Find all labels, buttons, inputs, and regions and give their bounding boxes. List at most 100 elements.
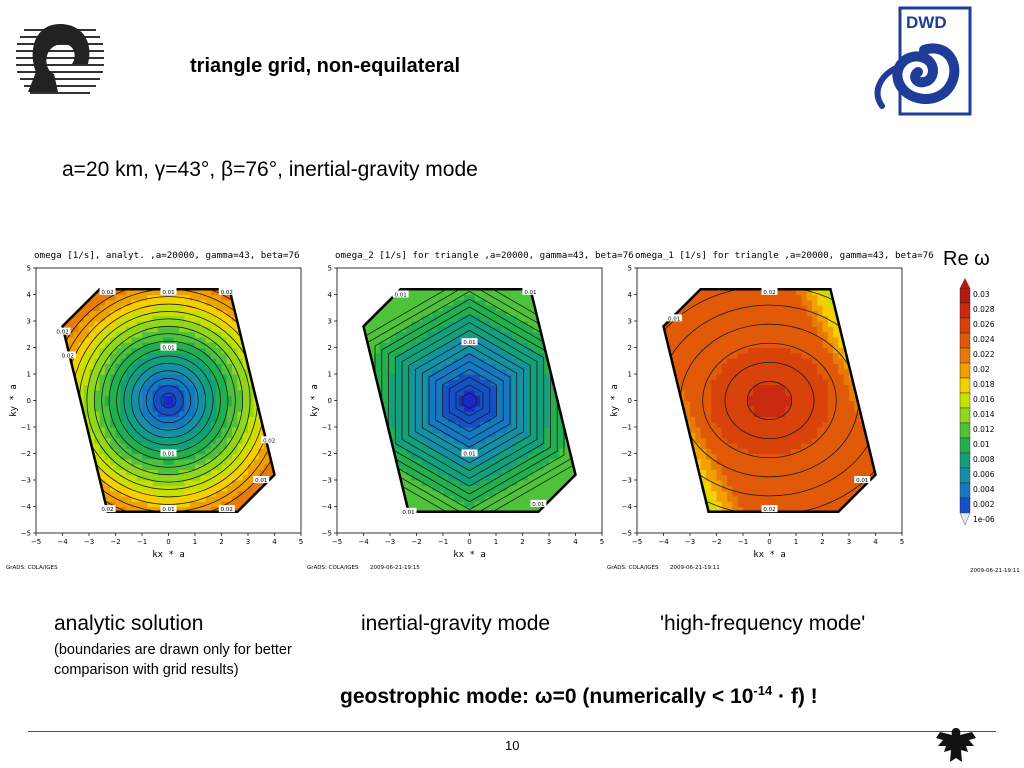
field-cell — [448, 268, 454, 274]
field-cell — [200, 342, 207, 349]
field-cell — [469, 384, 476, 391]
field-cell — [232, 442, 238, 449]
field-cell — [379, 389, 386, 396]
field-cell — [496, 469, 502, 476]
field-cell — [427, 490, 433, 497]
field-cell — [368, 453, 375, 460]
field-cell — [189, 368, 196, 375]
field-cell — [363, 305, 370, 311]
field-cell — [136, 379, 143, 386]
field-cell — [400, 379, 407, 386]
field-cell — [280, 310, 286, 316]
field-cell — [485, 342, 492, 349]
field-cell — [120, 326, 127, 333]
field-cell — [89, 389, 95, 396]
field-cell — [210, 506, 217, 512]
field-cell — [458, 389, 465, 396]
field-cell — [506, 363, 513, 370]
field-cell — [263, 342, 270, 349]
field-cell — [142, 485, 148, 492]
field-cell — [506, 474, 513, 481]
field-cell — [285, 469, 291, 475]
field-cell — [258, 427, 265, 433]
field-cell — [263, 421, 270, 428]
field-cell — [221, 405, 228, 412]
field-cell — [104, 321, 111, 327]
field-cell — [506, 448, 513, 455]
field-cell — [437, 384, 444, 391]
field-cell — [411, 347, 418, 354]
field-cell — [52, 342, 58, 348]
field-cell — [421, 294, 428, 301]
field-cell — [432, 358, 439, 364]
field-cell — [275, 379, 281, 385]
field-cell — [496, 400, 502, 407]
field-cell — [395, 305, 402, 311]
field-cell — [448, 506, 455, 512]
field-cell — [158, 279, 164, 285]
field-cell — [269, 374, 275, 380]
field-cell — [62, 448, 64, 455]
field-cell — [522, 326, 529, 333]
field-cell — [110, 522, 116, 528]
field-cell — [253, 501, 260, 508]
field-cell — [205, 299, 212, 306]
field-cell — [126, 358, 132, 364]
field-cell — [200, 368, 207, 375]
field-cell — [258, 384, 265, 391]
field-cell — [189, 321, 196, 327]
field-cell — [131, 405, 138, 412]
field-cell — [586, 332, 592, 338]
field-cell — [47, 438, 53, 444]
field-cell — [549, 310, 555, 317]
field-cell — [221, 358, 228, 364]
field-cell — [89, 517, 95, 523]
field-cell — [190, 279, 196, 285]
field-cell — [248, 506, 254, 512]
field-cell — [94, 485, 101, 492]
field-cell — [576, 512, 582, 518]
field-cell — [269, 347, 275, 354]
field-cell — [581, 422, 587, 428]
field-cell — [47, 517, 53, 523]
field-cell — [384, 395, 391, 402]
field-cell — [453, 289, 460, 296]
field-cell — [448, 294, 455, 301]
field-cell — [422, 273, 428, 279]
field-cell — [258, 299, 265, 306]
field-cell — [258, 389, 265, 396]
field-cell — [390, 517, 396, 523]
field-cell — [168, 480, 175, 486]
field-cell — [237, 289, 244, 290]
field-cell — [342, 358, 348, 364]
field-cell — [62, 442, 69, 449]
field-cell — [538, 464, 545, 470]
field-cell — [511, 405, 518, 412]
field-cell — [559, 506, 566, 512]
field-cell — [269, 352, 275, 359]
field-cell — [184, 474, 191, 481]
field-cell — [41, 512, 47, 518]
field-cell — [576, 326, 582, 332]
field-cell — [67, 400, 74, 407]
field-cell — [559, 495, 566, 502]
field-cell — [62, 299, 69, 306]
field-cell — [411, 427, 418, 433]
field-cell — [491, 517, 497, 523]
field-cell — [464, 501, 471, 508]
field-cell — [110, 517, 116, 523]
field-cell — [41, 321, 47, 327]
field-cell — [232, 363, 238, 370]
field-cell — [443, 389, 449, 396]
field-cell — [581, 401, 587, 407]
field-cell — [73, 326, 79, 333]
field-cell — [152, 506, 159, 512]
field-cell — [67, 347, 74, 354]
field-cell — [496, 289, 502, 296]
field-cell — [200, 310, 207, 317]
field-cell — [485, 453, 492, 460]
field-cell — [36, 469, 42, 475]
field-cell — [242, 289, 249, 296]
field-cell — [368, 294, 375, 301]
field-cell — [237, 405, 244, 412]
